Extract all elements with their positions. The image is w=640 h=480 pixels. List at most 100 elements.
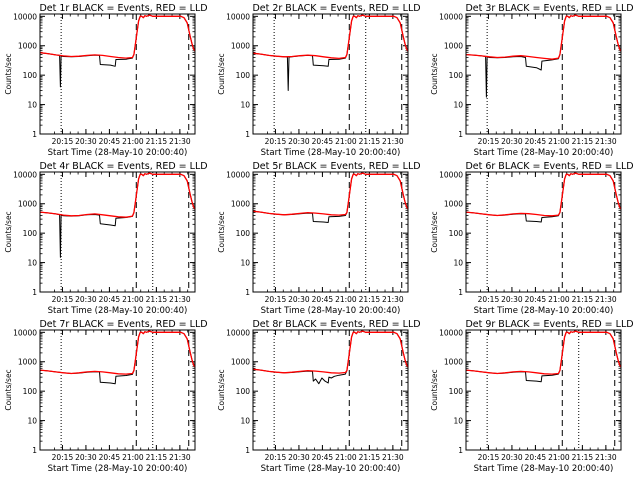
x-tick-label: 21:00 [548,295,570,304]
panel-det-2: Det 2r BLACK = Events, RED = LLD Counts/s… [217,3,421,158]
y-tick-label: 10 [27,417,37,426]
x-tick-label: 21:30 [595,453,617,462]
x-tick-label: 20:45 [99,137,121,146]
x-tick-label: 21:15 [359,137,381,146]
y-axis-label: Counts/sec [4,369,13,410]
x-tick-label: 20:45 [99,453,121,462]
x-tick-label: 21:30 [169,453,191,462]
panel-title: Det 2r BLACK = Events, RED = LLD [252,3,420,14]
x-tick-label: 20:45 [525,453,547,462]
series-line-lld [253,172,408,216]
panel-title: Det 5r BLACK = Events, RED = LLD [252,161,420,172]
panel-title: Det 6r BLACK = Events, RED = LLD [465,161,633,172]
y-tick-label: 100 [449,229,464,238]
y-tick-label: 10000 [226,328,250,337]
y-tick-label: 1000 [444,358,463,367]
y-tick-label: 100 [236,71,251,80]
panel-det-9: Det 9r BLACK = Events, RED = LLD Counts/s… [430,319,634,474]
y-tick-label: 10000 [13,170,37,179]
x-tick-label: 21:30 [382,453,404,462]
y-tick-label: 10 [453,417,463,426]
x-tick-label: 21:00 [548,453,570,462]
y-axis-label: Counts/sec [430,211,439,252]
y-tick-label: 1 [458,130,463,139]
plot-frame [252,171,409,293]
series-line-lld [466,172,621,217]
x-axis-label: Start Time (28-May-10 20:00:40) [48,464,188,474]
y-tick-label: 10 [240,101,250,110]
series-group [40,14,195,88]
x-tick-label: 20:15 [52,453,74,462]
x-axis-label: Start Time (28-May-10 20:00:40) [261,148,401,158]
y-tick-label: 10000 [226,12,250,21]
x-tick-label: 21:30 [595,295,617,304]
y-tick-label: 1 [32,446,37,455]
y-tick-label: 100 [449,71,464,80]
x-tick-label: 20:15 [52,137,74,146]
series-group [466,330,621,383]
x-tick-label: 21:15 [572,137,594,146]
x-tick-label: 20:30 [501,137,523,146]
y-tick-label: 1 [245,446,250,455]
x-tick-label: 20:30 [501,295,523,304]
x-tick-label: 20:45 [525,137,547,146]
y-tick-label: 1000 [231,42,250,51]
x-tick-label: 21:15 [572,453,594,462]
y-tick-label: 1 [245,288,250,297]
x-tick-label: 20:45 [312,295,334,304]
series-group [466,172,621,223]
x-tick-label: 21:00 [548,137,570,146]
x-tick-label: 20:45 [312,453,334,462]
y-tick-label: 10000 [13,328,37,337]
series-group [40,172,195,258]
x-tick-label: 21:30 [169,295,191,304]
x-tick-label: 20:45 [312,137,334,146]
x-tick-label: 20:30 [75,453,97,462]
series-group [253,330,408,385]
x-tick-label: 21:30 [382,137,404,146]
y-tick-label: 100 [23,229,38,238]
y-axis-label: Counts/sec [430,369,439,410]
series-line-lld [466,330,621,375]
y-tick-label: 10 [27,101,37,110]
x-tick-label: 20:15 [52,295,74,304]
y-tick-label: 1000 [231,358,250,367]
panel-det-1: Det 1r BLACK = Events, RED = LLD Counts/s… [4,3,208,158]
x-tick-label: 20:45 [99,295,121,304]
x-axis-label: Start Time (28-May-10 20:00:40) [261,306,401,316]
panel-det-5: Det 5r BLACK = Events, RED = LLD Counts/s… [217,161,421,316]
x-tick-label: 21:15 [146,295,168,304]
x-axis-label: Start Time (28-May-10 20:00:40) [261,464,401,474]
panel-det-6: Det 6r BLACK = Events, RED = LLD Counts/s… [430,161,634,316]
series-line-lld [40,14,195,59]
x-axis-label: Start Time (28-May-10 20:00:40) [48,306,188,316]
x-tick-label: 21:00 [335,295,357,304]
x-axis-label: Start Time (28-May-10 20:00:40) [474,148,614,158]
y-axis-label: Counts/sec [217,369,226,410]
x-tick-label: 20:15 [478,137,500,146]
x-tick-label: 20:30 [75,295,97,304]
y-tick-label: 10 [453,101,463,110]
x-tick-label: 20:30 [288,295,310,304]
series-group [40,330,195,385]
panel-det-8: Det 8r BLACK = Events, RED = LLD Counts/s… [217,319,421,474]
y-axis-label: Counts/sec [217,53,226,94]
plot-frame [465,13,622,135]
plot-frame [252,13,409,135]
y-axis-label: Counts/sec [4,53,13,94]
x-axis-label: Start Time (28-May-10 20:00:40) [474,306,614,316]
plot-frame [465,171,622,293]
y-tick-label: 100 [23,387,38,396]
panel-title: Det 3r BLACK = Events, RED = LLD [465,3,633,14]
x-tick-label: 21:15 [359,453,381,462]
series-group [253,172,408,223]
plot-frame [465,329,622,451]
series-line-lld [466,14,621,60]
series-group [253,14,408,91]
panel-title: Det 7r BLACK = Events, RED = LLD [39,319,207,330]
y-tick-label: 10 [453,259,463,268]
y-axis-label: Counts/sec [217,211,226,252]
x-tick-label: 20:15 [265,295,287,304]
y-tick-label: 10 [240,417,250,426]
y-tick-label: 10 [27,259,37,268]
